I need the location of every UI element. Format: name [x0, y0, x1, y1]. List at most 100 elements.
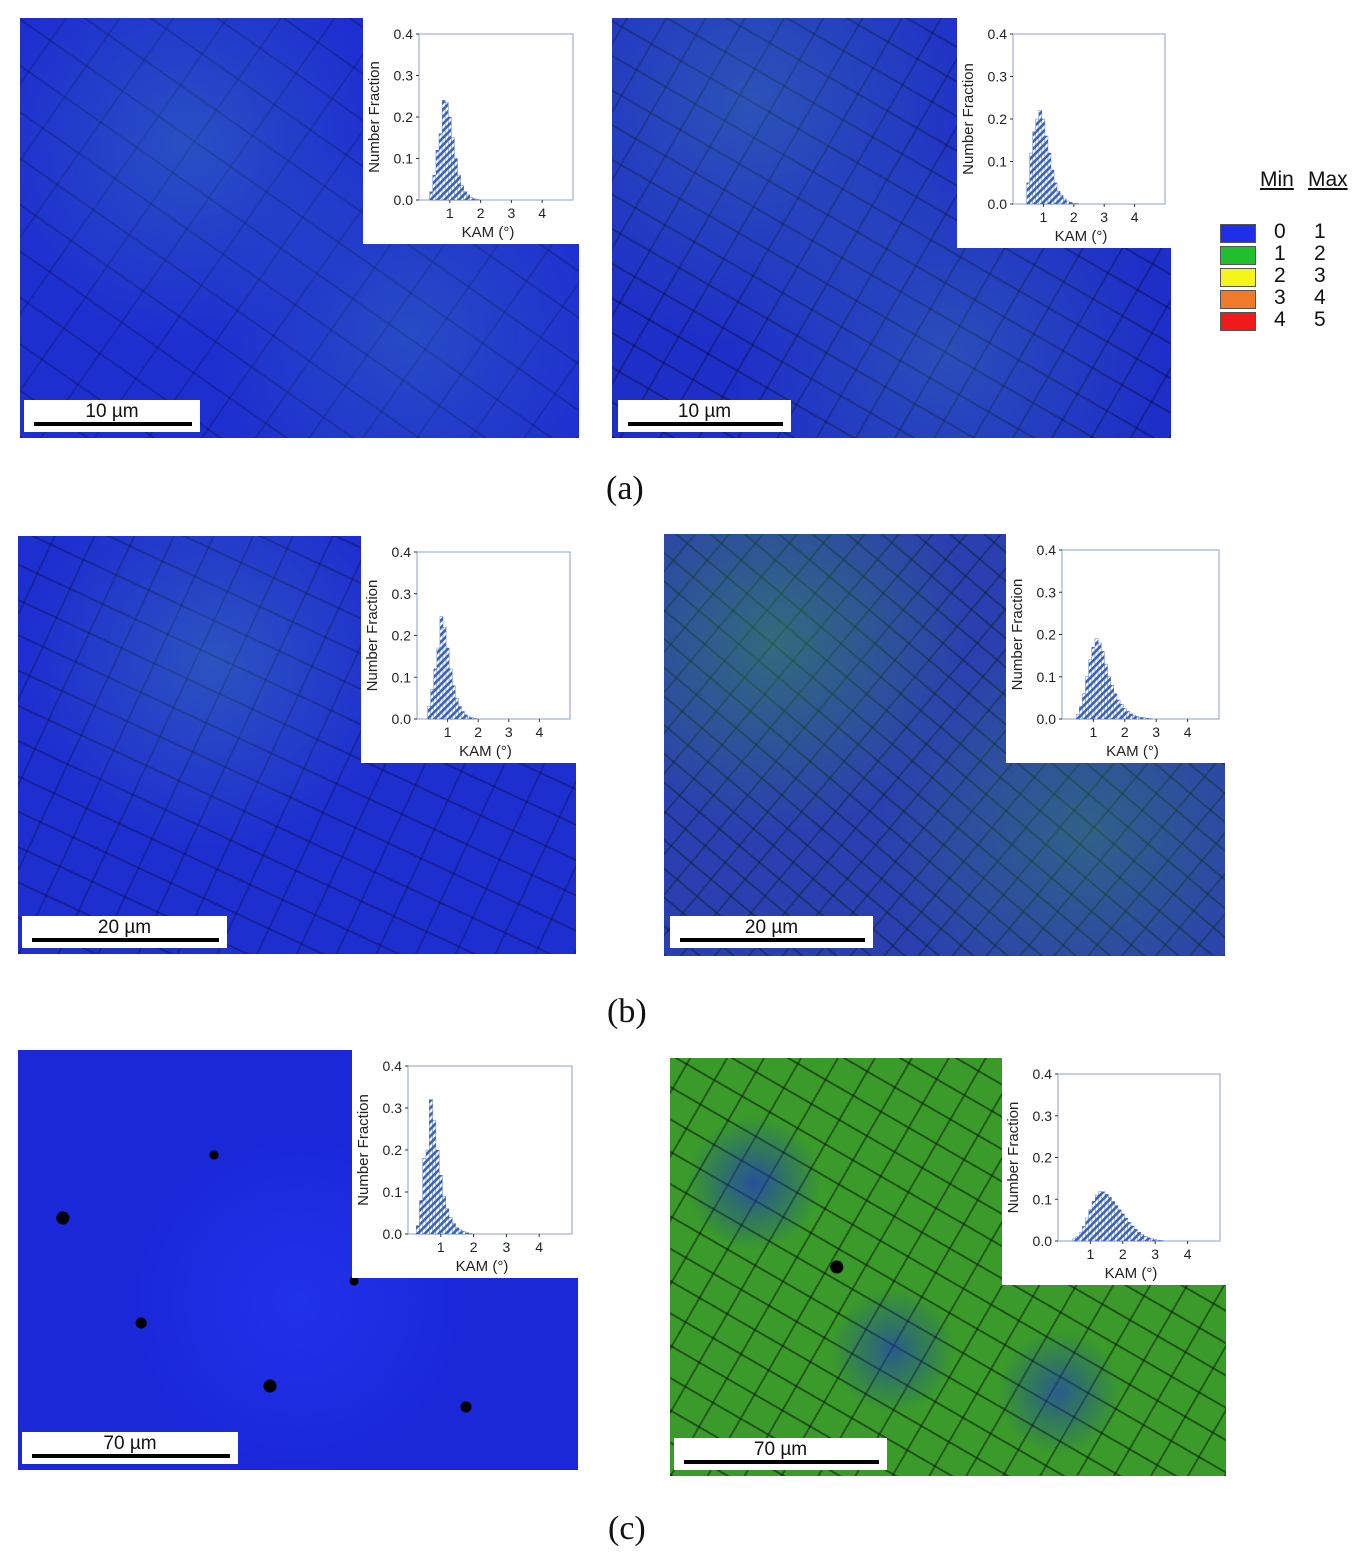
histogram-bar: [1123, 708, 1127, 720]
x-tick-label: 3: [1152, 724, 1160, 740]
kam-map-a-right: 0.0 0.1 0.2 0.3 0.4 1 2 3 4 KAM (°) Number Fractio…: [612, 18, 1171, 438]
histogram-bar: [1126, 711, 1130, 720]
histogram-bar: [1124, 1217, 1128, 1242]
histogram-bar: [1091, 1201, 1096, 1242]
histogram-bar: [1062, 198, 1067, 205]
histogram-bar: [1104, 663, 1108, 720]
scale-bar-line: [34, 422, 192, 426]
legend-min-value: 2: [1274, 264, 1286, 287]
histogram-bar: [448, 668, 453, 720]
histogram-bar: [1065, 200, 1070, 205]
y-tick-label: 0.4: [1037, 542, 1057, 558]
x-tick-label: 2: [1119, 1246, 1127, 1262]
kam-map-image: [18, 1050, 578, 1470]
histogram-bar: [1095, 1194, 1099, 1242]
y-tick-label: 0.4: [988, 26, 1008, 42]
histogram-bar: [1050, 169, 1055, 205]
y-tick-label: 0.0: [383, 1226, 403, 1242]
histogram-inset: 0.0 0.1 0.2 0.3 0.4 1 2 3 4 KAM (°) Number Fractio…: [1006, 534, 1225, 763]
histogram-bar: [1069, 202, 1073, 205]
histogram-bar: [1098, 1191, 1102, 1242]
histogram-bar: [466, 194, 471, 201]
y-tick-label: 0.3: [1037, 584, 1057, 600]
y-tick-label: 0.1: [988, 154, 1008, 170]
x-tick-label: 1: [446, 205, 454, 221]
histogram-bar: [458, 1229, 463, 1235]
legend-swatch: [1220, 290, 1256, 309]
histogram-bar: [441, 100, 446, 201]
histogram-bar: [1119, 704, 1124, 720]
y-tick-label: 0.3: [394, 68, 414, 84]
y-tick-label: 0.2: [1033, 1150, 1053, 1166]
histogram-bar: [1127, 1222, 1132, 1242]
kam-map-c-right: 0.0 0.1 0.2 0.3 0.4 1 2 3 4 KAM (°) Number Fractio…: [670, 1058, 1226, 1476]
scale-bar-line: [628, 422, 783, 426]
y-tick-label: 0.4: [383, 1058, 403, 1074]
histogram-bar: [1120, 1213, 1125, 1242]
histogram-bar: [1141, 717, 1146, 720]
x-axis-label: KAM (°): [1106, 743, 1159, 760]
histogram-bar: [1072, 202, 1076, 205]
histogram-bar: [1137, 1232, 1141, 1242]
x-tick-label: 3: [503, 1239, 511, 1255]
x-tick-label: 2: [474, 724, 482, 740]
histogram-bar: [455, 697, 459, 720]
histogram-bar: [1038, 110, 1043, 205]
x-tick-label: 2: [1070, 209, 1078, 225]
histogram-bar: [1026, 182, 1030, 205]
scale-bar: 10 µm: [24, 400, 200, 432]
histogram-bar: [1113, 693, 1118, 720]
y-tick-label: 0.2: [392, 628, 412, 644]
y-tick-label: 0.0: [394, 192, 414, 208]
histogram-bar: [455, 1227, 460, 1235]
scale-bar-label: 10 µm: [677, 401, 732, 422]
histogram-bar: [425, 1149, 430, 1235]
histogram-bar: [1072, 1238, 1077, 1242]
scale-bar-label: 20 µm: [744, 917, 799, 938]
histogram-bar: [419, 1200, 423, 1235]
legend-row: 0 1: [1212, 220, 1362, 243]
scale-bar: 20 µm: [22, 916, 227, 948]
scale-bar-label: 20 µm: [97, 917, 152, 938]
histogram-bar: [463, 191, 467, 201]
histogram-bar: [1138, 717, 1143, 720]
x-tick-label: 4: [535, 1239, 543, 1255]
histogram-bar: [1035, 118, 1040, 205]
y-tick-label: 0.0: [1037, 711, 1057, 727]
histogram-bar: [451, 685, 456, 720]
histogram-bar: [1101, 651, 1105, 720]
histogram-bar: [1117, 1209, 1122, 1242]
histogram-bar: [448, 116, 452, 201]
histogram-bar: [1129, 713, 1133, 720]
y-tick-label: 0.2: [1037, 627, 1057, 643]
histogram-bar: [1150, 1238, 1154, 1242]
y-tick-label: 0.2: [383, 1142, 403, 1158]
legend-min-value: 3: [1274, 286, 1286, 309]
scale-bar: 10 µm: [618, 400, 791, 432]
histogram-bar: [438, 133, 443, 201]
histogram-bar: [1078, 1232, 1083, 1242]
histogram-bar: [429, 1099, 433, 1235]
histogram-bar: [1082, 1226, 1086, 1242]
panel-label-c: (c): [608, 1510, 646, 1547]
histogram-bar: [464, 714, 468, 720]
histogram-bar: [1156, 1239, 1161, 1242]
histogram-bar: [465, 1232, 469, 1235]
x-tick-label: 4: [538, 205, 546, 221]
histogram-bar: [461, 1231, 466, 1235]
histogram-bar: [461, 711, 465, 720]
histogram-bar: [1085, 676, 1089, 720]
histogram-bar: [422, 1158, 427, 1235]
histogram-bar: [1053, 182, 1058, 205]
x-tick-label: 4: [1184, 724, 1192, 740]
histogram-bar: [1094, 638, 1099, 720]
y-tick-label: 0.4: [394, 26, 414, 42]
legend-min-value: 1: [1274, 242, 1286, 265]
histogram-bar: [472, 198, 477, 201]
histogram-bar: [467, 716, 471, 720]
histogram-bar: [1146, 1237, 1151, 1242]
x-tick-label: 1: [437, 1239, 445, 1255]
histogram-bar: [1107, 676, 1111, 720]
histogram-bar: [442, 1195, 446, 1235]
histogram-bar: [1088, 1209, 1093, 1242]
